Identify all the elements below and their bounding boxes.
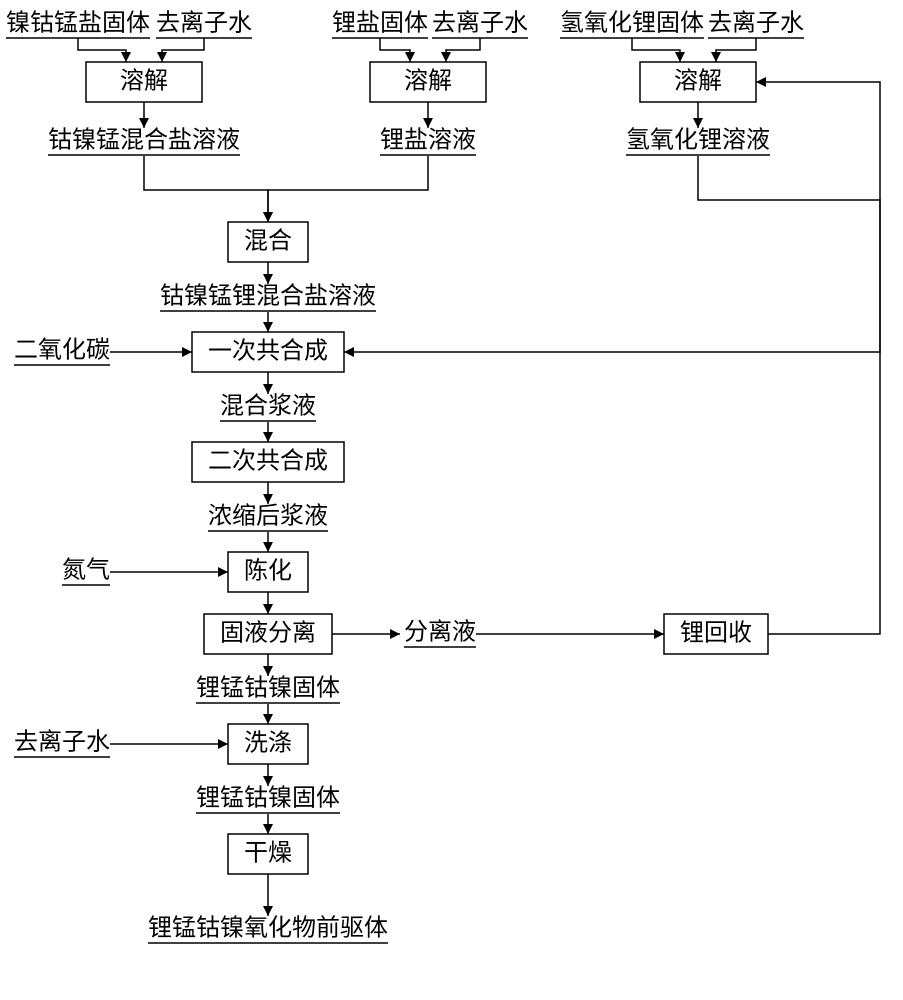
svg-text:去离子水: 去离子水: [156, 10, 252, 37]
svg-text:去离子水: 去离子水: [14, 729, 110, 756]
svg-text:锂锰钴镍氧化物前驱体: 锂锰钴镍氧化物前驱体: [148, 915, 388, 942]
svg-text:氢氧化锂溶液: 氢氧化锂溶液: [626, 127, 770, 154]
svg-text:钴镍锰锂混合盐溶液: 钴镍锰锂混合盐溶液: [160, 283, 376, 310]
svg-text:锂盐固体: 锂盐固体: [332, 10, 428, 37]
svg-text:二次共合成: 二次共合成: [208, 448, 328, 475]
svg-text:一次共合成: 一次共合成: [208, 338, 328, 365]
svg-text:陈化: 陈化: [244, 558, 292, 585]
svg-text:浓缩后浆液: 浓缩后浆液: [208, 503, 328, 530]
svg-text:混合: 混合: [244, 228, 292, 255]
svg-text:溶解: 溶解: [120, 68, 168, 95]
svg-text:干燥: 干燥: [244, 840, 292, 867]
flowchart: 镍钴锰盐固体去离子水锂盐固体去离子水氢氧化锂固体去离子水溶解溶解溶解钴镍锰混合盐…: [0, 0, 903, 1000]
svg-text:氮气: 氮气: [62, 557, 110, 584]
svg-text:锂锰钴镍固体: 锂锰钴镍固体: [196, 675, 340, 702]
svg-text:溶解: 溶解: [404, 68, 452, 95]
svg-text:钴镍锰混合盐溶液: 钴镍锰混合盐溶液: [48, 127, 240, 154]
svg-text:镍钴锰盐固体: 镍钴锰盐固体: [6, 10, 150, 37]
svg-text:锂锰钴镍固体: 锂锰钴镍固体: [196, 785, 340, 812]
svg-text:去离子水: 去离子水: [432, 10, 528, 37]
svg-text:氢氧化锂固体: 氢氧化锂固体: [560, 10, 704, 37]
svg-text:混合浆液: 混合浆液: [220, 393, 316, 420]
svg-text:溶解: 溶解: [674, 68, 722, 95]
svg-text:锂回收: 锂回收: [680, 620, 752, 647]
svg-text:分离液: 分离液: [404, 619, 476, 646]
svg-text:洗涤: 洗涤: [244, 730, 292, 757]
svg-text:去离子水: 去离子水: [708, 10, 804, 37]
svg-text:二氧化碳: 二氧化碳: [14, 337, 110, 364]
svg-text:锂盐溶液: 锂盐溶液: [380, 127, 476, 154]
svg-text:固液分离: 固液分离: [220, 620, 316, 647]
